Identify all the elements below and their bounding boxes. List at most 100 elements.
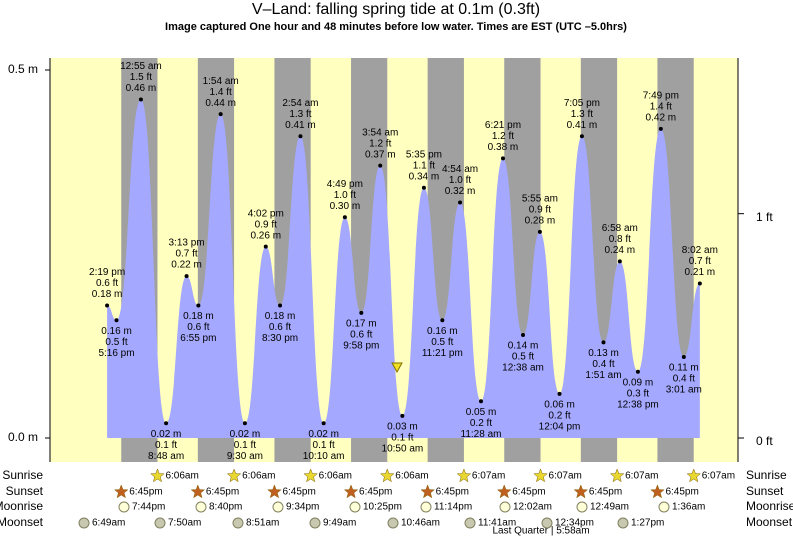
tide-value-label: 0.06 m <box>544 399 575 410</box>
moon-phase: Last Quarter | 5:58am <box>492 526 589 537</box>
event-time: 6:06am <box>242 471 275 482</box>
tide-point <box>242 421 247 426</box>
tide-value-label: 0.18 m <box>92 289 123 300</box>
event-time: 11:41am <box>478 518 516 529</box>
tide-time: 8:30 pm <box>262 333 298 344</box>
tide-point <box>635 369 640 374</box>
event-time: 6:45pm <box>129 487 162 498</box>
event-time: 6:45pm <box>512 487 545 498</box>
event-time: 9:34pm <box>286 502 319 513</box>
tide-time: 2:19 pm <box>89 267 125 278</box>
event-time: 11:14pm <box>434 502 472 513</box>
event-time: 12:02am <box>513 502 552 513</box>
event-time: 6:07am <box>472 471 505 482</box>
event-time: 9:49am <box>323 518 356 529</box>
event-time: 1:36am <box>672 502 705 513</box>
tide-value-label: 0.28 m <box>525 216 556 227</box>
tide-ft: 1.4 ft <box>210 87 232 98</box>
tide-value-label: 0.18 m <box>183 311 214 322</box>
sunrise-icon <box>379 468 395 483</box>
tide-point <box>681 355 686 360</box>
tide-time: 4:54 am <box>442 164 478 175</box>
tide-time: 6:21 pm <box>485 120 521 131</box>
tide-time: 3:13 pm <box>168 238 204 249</box>
moonset-icon <box>309 517 321 529</box>
event-time: 7:44pm <box>132 502 165 513</box>
tide-time: 11:28 am <box>461 429 502 440</box>
chart-title: V–Land: falling spring tide at 0.1m (0.3… <box>252 1 540 18</box>
tide-ft: 1.1 ft <box>413 160 435 171</box>
tide-ft: 0.9 ft <box>255 219 277 230</box>
tide-point <box>521 332 526 337</box>
tide-ft: 0.4 ft <box>673 374 695 385</box>
tide-point <box>421 185 426 190</box>
tide-ft: 0.7 ft <box>689 256 711 267</box>
tide-value-label: 0.26 m <box>250 230 281 241</box>
event-time: 7:50am <box>168 518 201 529</box>
tide-time: 8:02 am <box>682 245 718 256</box>
moonset-icon <box>617 517 629 529</box>
tide-value-label: 0.02 m <box>151 429 182 440</box>
tide-point <box>263 244 268 249</box>
tide-ft: 0.2 ft <box>548 410 570 421</box>
tide-value-label: 0.38 m <box>488 142 519 153</box>
event-time: 6:06am <box>165 471 198 482</box>
sunrise-icon <box>533 468 548 483</box>
row-label: Moonrise <box>0 499 43 513</box>
event-time: 6:45pm <box>206 487 239 498</box>
sunset-icon <box>573 484 589 499</box>
tide-ft: 0.1 ft <box>391 433 413 444</box>
sunset-icon <box>343 484 359 499</box>
tide-time: 4:02 pm <box>248 208 284 219</box>
event-time: 6:06am <box>319 471 352 482</box>
tide-ft: 0.6 ft <box>269 322 291 333</box>
event-time: 1:27pm <box>631 518 664 529</box>
event-time: 6:45pm <box>282 487 315 498</box>
tide-point <box>478 399 483 404</box>
tide-ft: 0.3 ft <box>627 388 649 399</box>
tide-value-label: 0.24 m <box>605 245 636 256</box>
tide-time: 4:49 pm <box>327 179 363 190</box>
tide-time: 12:38 am <box>502 363 544 374</box>
tide-point <box>617 259 622 264</box>
tide-value-label: 0.03 m <box>387 422 418 433</box>
row-label-right: Moonset <box>746 515 793 529</box>
tide-ft: 0.8 ft <box>609 234 631 245</box>
tide-point <box>557 391 562 396</box>
sunset-icon <box>267 484 282 499</box>
tide-value-label: 0.37 m <box>365 149 396 160</box>
tide-value-label: 0.42 m <box>646 113 677 124</box>
tide-ft: 0.6 ft <box>350 330 372 341</box>
event-time: 6:49am <box>92 518 125 529</box>
tide-time: 7:49 pm <box>643 91 679 102</box>
tide-value-label: 0.41 m <box>285 120 316 131</box>
event-time: 6:45pm <box>359 487 392 498</box>
moonset-icon <box>541 517 553 529</box>
tide-time: 9:30 am <box>227 451 263 462</box>
tide-point <box>298 134 303 139</box>
tide-point <box>458 200 463 205</box>
sunrise-icon <box>226 468 242 483</box>
sunrise-icon <box>686 468 702 483</box>
event-time: 6:07am <box>625 471 658 482</box>
tide-value-label: 0.41 m <box>567 120 598 131</box>
moonrise-icon <box>658 501 670 513</box>
tide-time: 3:01 am <box>666 385 702 396</box>
tide-time: 5:35 pm <box>406 149 442 160</box>
tide-value-label: 0.22 m <box>171 260 202 271</box>
y2-tick-label: 1 ft <box>756 210 773 224</box>
row-label-right: Moonrise <box>746 499 793 513</box>
event-time: 6:45pm <box>589 487 622 498</box>
tide-value-label: 0.46 m <box>126 83 157 94</box>
moonrise-icon <box>195 501 207 513</box>
tide-point <box>138 97 143 102</box>
tide-time: 10:10 am <box>303 451 345 462</box>
event-time: 10:25pm <box>363 502 402 513</box>
row-label: Sunset <box>6 484 44 498</box>
tide-ft: 1.0 ft <box>334 190 356 201</box>
y-tick-label: 0.5 m <box>8 62 38 76</box>
sunset-icon <box>420 484 435 499</box>
tide-value-label: 0.18 m <box>265 311 296 322</box>
tide-time: 5:16 pm <box>98 348 134 359</box>
tide-area <box>107 99 700 439</box>
